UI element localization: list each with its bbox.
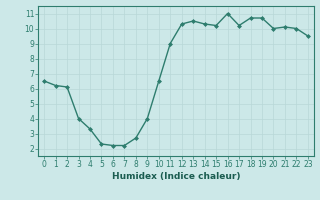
X-axis label: Humidex (Indice chaleur): Humidex (Indice chaleur) <box>112 172 240 181</box>
